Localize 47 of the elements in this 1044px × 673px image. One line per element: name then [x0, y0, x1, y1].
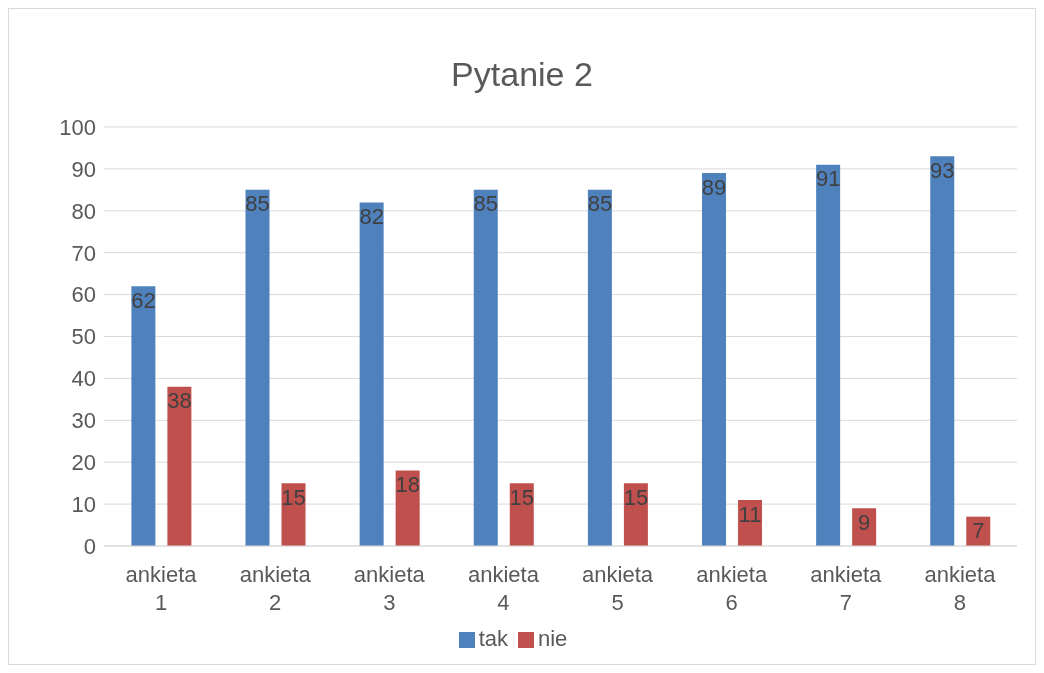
data-label: 15 [509, 484, 535, 510]
x-tick-label: ankieta 7 [810, 562, 883, 615]
bar [131, 286, 156, 546]
data-label: 15 [623, 484, 649, 510]
x-tick-label: ankieta 3 [353, 562, 426, 615]
data-label: 38 [167, 388, 192, 414]
y-tick-label: 70 [71, 240, 96, 266]
data-label: 85 [587, 191, 613, 217]
data-label: 11 [738, 501, 762, 527]
bar [702, 173, 727, 546]
y-tick-label: 50 [71, 324, 96, 350]
chart-title: Pytanie 2 [450, 55, 594, 95]
data-label: 62 [131, 287, 156, 313]
bar [167, 386, 192, 546]
data-label: 82 [359, 204, 384, 230]
data-label: 7 [972, 518, 985, 544]
x-tick-label: ankieta 1 [125, 562, 198, 615]
data-label: 91 [815, 166, 841, 192]
x-tick-label: ankieta 2 [239, 562, 312, 615]
bar [816, 164, 841, 546]
bar [359, 202, 384, 546]
x-tick-label: ankieta 8 [924, 562, 997, 615]
bar [473, 189, 498, 546]
data-label: 9 [858, 509, 871, 535]
bar [587, 189, 612, 546]
legend-label: tak [478, 626, 508, 651]
data-label: 89 [701, 174, 727, 200]
bar [245, 189, 270, 546]
data-label: 15 [281, 484, 306, 510]
y-tick-label: 40 [71, 366, 96, 392]
y-tick-label: 0 [83, 533, 96, 559]
data-label: 85 [473, 191, 499, 217]
y-tick-label: 60 [71, 282, 96, 308]
y-tick-label: 20 [71, 450, 96, 476]
y-tick-label: 90 [71, 156, 96, 182]
data-label: 85 [245, 191, 270, 217]
x-tick-label: ankieta 6 [696, 562, 768, 615]
y-tick-label: 100 [59, 114, 96, 140]
y-tick-label: 10 [71, 491, 96, 517]
y-tick-label: 80 [71, 198, 96, 224]
data-label: 18 [395, 472, 420, 498]
y-tick-label: 30 [71, 408, 96, 434]
legend-label: nie [538, 626, 568, 651]
x-tick-label: ankieta 5 [582, 562, 654, 615]
data-label: 93 [930, 157, 955, 183]
x-tick-label: ankieta 4 [467, 562, 540, 615]
bar [930, 156, 955, 546]
